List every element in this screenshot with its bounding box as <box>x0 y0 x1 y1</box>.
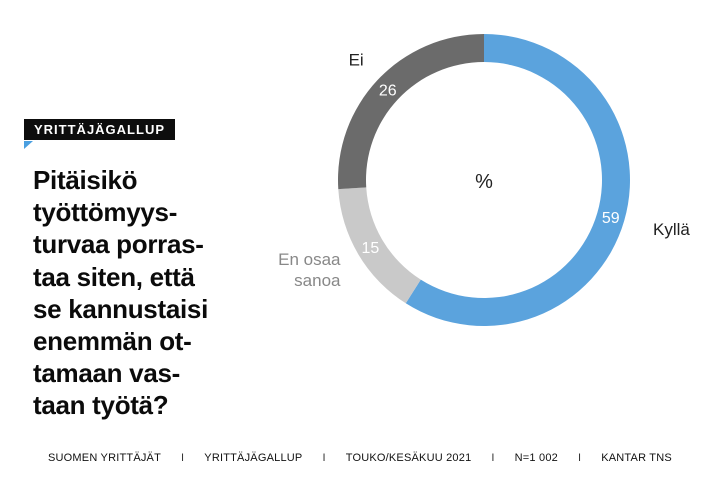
slice-category-label: Ei <box>349 51 364 70</box>
slice-value-label: 26 <box>379 83 397 100</box>
slice-value-label: 15 <box>361 240 379 257</box>
slice-category-label: En osaa sanoa <box>278 250 341 290</box>
footer-item-period: TOUKO/KESÄKUU 2021 <box>345 452 472 464</box>
footer-item-publisher: SUOMEN YRITTÄJÄT <box>48 452 162 464</box>
donut-slice <box>338 187 421 304</box>
donut-slice <box>337 34 484 190</box>
donut-slice <box>405 34 630 326</box>
footer: SUOMEN YRITTÄJÄT I YRITTÄJÄGALLUP I TOUK… <box>48 452 672 464</box>
donut-center-label: % <box>475 171 493 193</box>
slice-value-label: 59 <box>602 210 620 227</box>
badge-label: YRITTÄJÄGALLUP <box>24 119 175 140</box>
badge-tail-decoration <box>24 141 33 149</box>
slice-category-label: Kyllä <box>653 220 690 239</box>
footer-item-sample-size: N=1 002 <box>514 452 558 464</box>
badge: YRITTÄJÄGALLUP <box>24 119 175 149</box>
footer-separator: I <box>577 452 582 464</box>
footer-item-research-company: KANTAR TNS <box>601 452 672 464</box>
footer-item-survey: YRITTÄJÄGALLUP <box>204 452 303 464</box>
footer-separator: I <box>322 452 326 464</box>
footer-separator: I <box>491 452 495 464</box>
footer-separator: I <box>181 452 185 464</box>
question-text: Pitäisikö työttömyys- turvaa porras- taa… <box>33 165 208 421</box>
donut-chart: 59 Kyllä 15 En osaa sanoa 26 Ei% <box>278 34 690 326</box>
